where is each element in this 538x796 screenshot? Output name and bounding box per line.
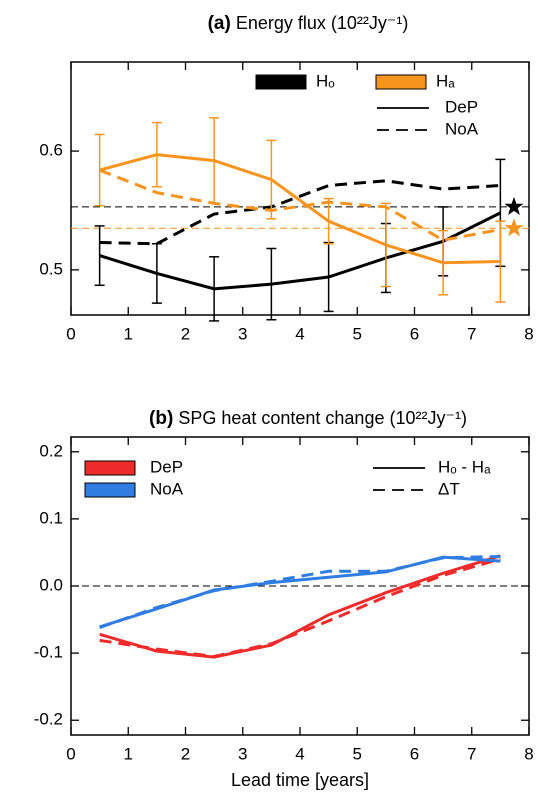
x-tick-label: 7 — [467, 324, 476, 343]
x-tick-label: 2 — [181, 744, 190, 763]
x-tick-label: 2 — [181, 324, 190, 343]
legend-swatch — [255, 74, 307, 90]
legend-label: NoA — [150, 479, 184, 498]
x-tick-label: 4 — [295, 744, 304, 763]
x-tick-label: 7 — [467, 744, 476, 763]
legend-label: DeP — [150, 457, 183, 476]
x-tick-label: 1 — [124, 744, 133, 763]
series-line — [99, 168, 501, 242]
series-line — [99, 153, 501, 265]
y-tick-label: -0.1 — [34, 643, 63, 662]
reference-star — [504, 196, 524, 215]
chart-title: (a) Energy flux (10²²Jy⁻¹) — [208, 13, 409, 34]
error-bar — [94, 225, 105, 287]
error-bar — [380, 202, 391, 288]
x-tick-label: 3 — [238, 324, 247, 343]
y-tick-label: -0.2 — [34, 710, 63, 729]
legend-label: ΔT — [438, 479, 460, 498]
error-bar — [438, 229, 449, 296]
legend-label: Hₐ — [436, 71, 455, 90]
x-tick-label: 6 — [410, 744, 419, 763]
series-line — [99, 211, 502, 291]
title-text: Energy flux (10²²Jy⁻¹) — [236, 13, 409, 33]
x-axis-label: Lead time [years] — [231, 770, 369, 790]
y-tick-label: 0.2 — [39, 441, 63, 460]
x-tick-label: 0 — [66, 744, 75, 763]
legend-swatch — [84, 482, 136, 498]
x-tick-label: 5 — [353, 744, 362, 763]
panel-label: (a) — [208, 13, 231, 34]
error-bar — [266, 247, 277, 321]
y-tick-label: 0.1 — [39, 508, 63, 527]
y-tick-label: 0.6 — [39, 141, 63, 160]
panel-label: (b) — [149, 408, 173, 429]
y-tick-label: 0.5 — [39, 259, 63, 278]
x-tick-label: 0 — [66, 324, 75, 343]
error-bar — [151, 121, 162, 188]
chart-title: (b) SPG heat content change (10²²Jy⁻¹) — [149, 408, 467, 429]
error-bar — [495, 220, 506, 303]
series-line — [99, 555, 501, 629]
legend-label: NoA — [445, 119, 479, 138]
legend-swatch — [84, 460, 136, 476]
legend-label: Hₒ - Hₐ — [438, 457, 491, 476]
title-text: SPG heat content change (10²²Jy⁻¹) — [178, 408, 467, 428]
x-tick-label: 5 — [353, 324, 362, 343]
x-tick-label: 1 — [124, 324, 133, 343]
legend-label: Hₒ — [316, 71, 335, 90]
error-bar — [323, 197, 334, 245]
legend-swatch — [375, 74, 427, 90]
reference-star — [504, 218, 524, 237]
series-line — [99, 557, 501, 658]
error-bar — [209, 256, 220, 322]
series-line — [99, 179, 501, 246]
x-tick-label: 8 — [524, 744, 533, 763]
series-line — [99, 554, 501, 630]
series-line — [99, 554, 501, 659]
legend-label: DeP — [445, 97, 478, 116]
x-tick-label: 4 — [295, 324, 304, 343]
x-tick-label: 3 — [238, 744, 247, 763]
x-tick-label: 8 — [524, 324, 533, 343]
y-tick-label: 0.0 — [39, 575, 63, 594]
error-bar — [266, 139, 277, 220]
x-tick-label: 6 — [410, 324, 419, 343]
